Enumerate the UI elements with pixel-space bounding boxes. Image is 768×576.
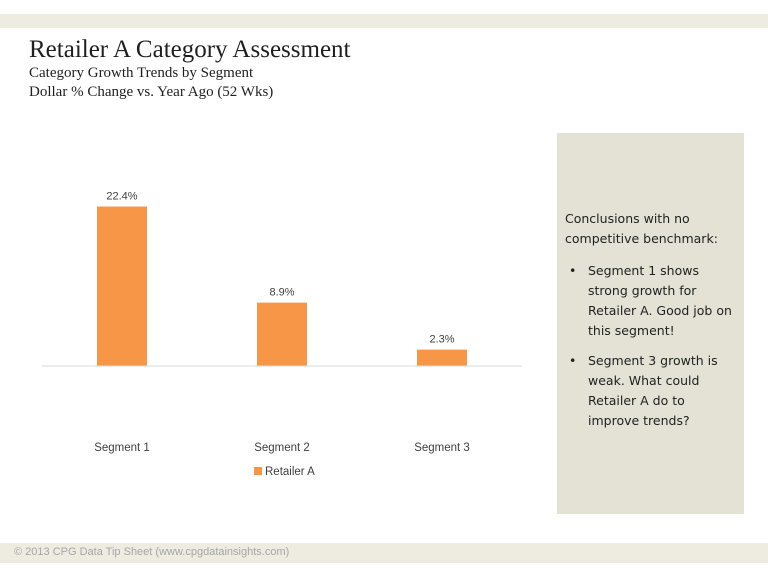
bar-chart: 22.4% Segment 1 8.9% Segment 2 2.3% Segment 3… (42, 191, 522, 478)
conclusions-intro: Conclusions with no competitive benchmar… (565, 211, 718, 246)
conclusion-text-2: Segment 3 growth is weak. What could Ret… (588, 353, 718, 428)
category-label-3: Segment 3 (414, 442, 470, 454)
footer-copyright: © 2013 CPG Data Tip Sheet (www.cpgdatain… (14, 546, 290, 558)
category-label-1: Segment 1 (94, 442, 150, 454)
data-label-1: 22.4% (106, 191, 137, 203)
conclusion-item-1: • Segment 1 shows strong growth for Reta… (565, 261, 736, 341)
chart-subtitle: Category Growth Trends by Segment (29, 65, 254, 81)
top-decorative-band (0, 14, 768, 28)
data-label-2: 8.9% (269, 287, 294, 299)
bullet-icon: • (569, 263, 577, 278)
conclusion-item-2: • Segment 3 growth is weak. What could R… (565, 351, 736, 431)
legend-swatch (254, 467, 262, 475)
bar-3 (417, 349, 467, 366)
bar-2 (257, 302, 307, 366)
bullet-icon: • (569, 353, 577, 368)
legend-label: Retailer A (265, 466, 315, 478)
conclusions-panel: Conclusions with no competitive benchmar… (557, 133, 744, 514)
conclusion-text-1: Segment 1 shows strong growth for Retail… (588, 263, 732, 338)
category-label-2: Segment 2 (254, 442, 310, 454)
bottom-decorative-band (0, 543, 768, 563)
chart-measure-subtitle: Dollar % Change vs. Year Ago (52 Wks) (29, 84, 274, 100)
data-label-3: 2.3% (429, 334, 454, 346)
page-title: Retailer A Category Assessment (29, 36, 351, 63)
bar-1 (97, 206, 147, 366)
conclusions-list: • Segment 1 shows strong growth for Reta… (565, 261, 736, 431)
